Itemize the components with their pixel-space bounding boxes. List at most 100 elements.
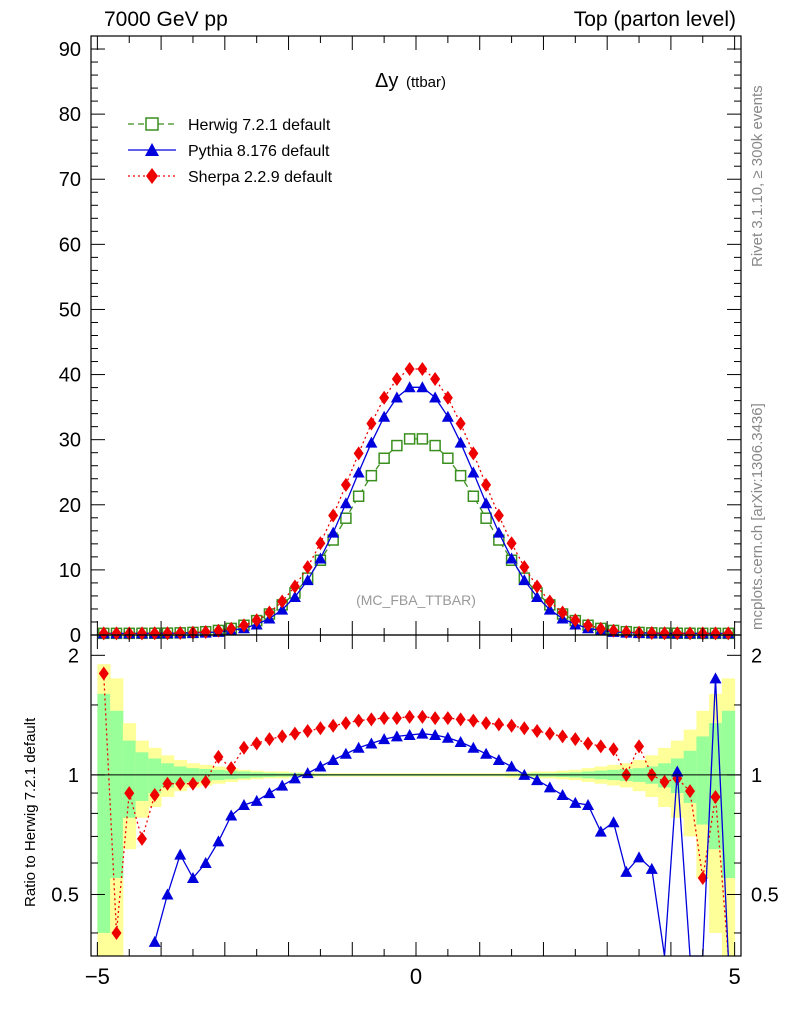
pythia-ratio-point [250, 794, 263, 806]
sherpa-ratio-point [213, 749, 224, 764]
herwig-point [429, 439, 441, 452]
sherpa-ratio-point [544, 726, 555, 741]
pythia-ratio-point [352, 741, 365, 753]
pythia-ratio-point [594, 825, 607, 837]
pythia-point [276, 603, 289, 615]
legend-marker-pythia [145, 143, 159, 156]
pythia-ratio-point [467, 741, 480, 753]
sherpa-point [328, 508, 339, 523]
sherpa-point [226, 621, 237, 636]
ratio-y-tick-label: 2 [68, 645, 79, 667]
sherpa-ratio-point [506, 718, 517, 733]
legend-marker-herwig [145, 117, 159, 131]
sherpa-ratio-point [226, 761, 237, 776]
pythia-ratio-point [492, 754, 505, 766]
pythia-ratio-point [148, 935, 161, 947]
sherpa-ratio-point [162, 776, 173, 791]
herwig-point [378, 452, 390, 464]
x-tick-label: −5 [85, 964, 110, 989]
main-y-tick-label: 20 [59, 495, 81, 517]
pythia-ratio-point [709, 672, 722, 684]
ratio-y-tick-label-right: 2 [751, 645, 762, 667]
legend: Herwig 7.2.1 default Pythia 8.176 default… [128, 117, 333, 186]
pythia-ratio-point [454, 736, 467, 748]
pythia-ratio-point [480, 747, 493, 759]
main-y-tick-label: 40 [59, 365, 81, 387]
sherpa-ratio-point [659, 774, 670, 789]
pythia-point [327, 526, 340, 538]
sherpa-ratio-point [685, 784, 696, 799]
sherpa-point [366, 416, 377, 431]
analysis-watermark: (MC_FBA_TTBAR) [356, 592, 476, 608]
ratio-y-tick-label-right: 0.5 [751, 884, 779, 906]
pythia-ratio-point [390, 730, 403, 742]
pythia-ratio-point [403, 729, 416, 741]
sherpa-point [672, 626, 683, 641]
pythia-ratio-point [582, 798, 595, 810]
sherpa-ratio-point [264, 732, 275, 747]
sherpa-ratio-line [103, 673, 729, 957]
herwig-point [340, 512, 352, 524]
sherpa-point [162, 626, 173, 641]
sherpa-ratio-point [481, 716, 492, 731]
pythia-ratio-point [543, 781, 556, 793]
herwig-point [352, 490, 365, 502]
pythia-point [390, 391, 403, 403]
pythia-point [480, 497, 493, 509]
pythia-ratio-point [237, 798, 250, 810]
sherpa-ratio-point [353, 713, 364, 728]
sherpa-ratio-point [583, 736, 594, 751]
sherpa-point [238, 618, 249, 633]
pythia-ratio-point [301, 767, 314, 779]
sherpa-ratio-point [289, 726, 300, 741]
x-tick-label: 0 [410, 964, 422, 989]
pythia-point [378, 410, 391, 422]
sherpa-ratio-point [557, 729, 568, 744]
ratio-layer [98, 666, 729, 957]
band-green-bin [122, 740, 137, 818]
sherpa-point [251, 613, 262, 628]
sherpa-point [302, 560, 313, 575]
sherpa-ratio-point [417, 709, 428, 724]
sherpa-ratio-point [697, 871, 708, 886]
pythia-point [352, 466, 365, 478]
legend-label-2: Sherpa 2.2.9 default [188, 169, 333, 186]
sherpa-ratio-point [302, 723, 313, 738]
sherpa-ratio-point [634, 739, 645, 754]
pythia-ratio-point [199, 857, 212, 869]
legend-marker-sherpa [146, 168, 158, 184]
pythia-point [505, 552, 518, 564]
herwig-point [480, 512, 492, 524]
sherpa-point [213, 623, 224, 638]
sherpa-point [481, 477, 492, 492]
sherpa-ratio-point [391, 711, 402, 726]
band-green-bin [135, 752, 149, 801]
main-y-tick-label: 0 [70, 625, 81, 647]
pythia-point [492, 526, 505, 538]
pythia-ratio-point [174, 848, 187, 860]
legend-label-1: Pythia 8.176 default [188, 143, 330, 160]
pythia-ratio-point [212, 835, 225, 847]
sherpa-ratio-point [710, 789, 721, 804]
pythia-ratio-point [314, 760, 327, 772]
pythia-ratio-point [186, 872, 199, 884]
sherpa-point [277, 594, 288, 609]
pythia-point [441, 410, 454, 422]
sherpa-point [646, 626, 657, 641]
pythia-point [518, 574, 531, 586]
sherpa-ratio-point [187, 776, 198, 791]
pythia-ratio-point [569, 796, 582, 808]
pythia-ratio-point [620, 865, 633, 877]
ratio-y-tick-label-right: 1 [751, 765, 762, 787]
sherpa-point [391, 371, 402, 386]
band-green-bin [148, 758, 162, 794]
sherpa-ratio-point [277, 729, 288, 744]
sherpa-ratio-point [315, 721, 326, 736]
sherpa-point [557, 605, 568, 620]
pythia-ratio-point [276, 779, 289, 791]
pythia-point [416, 381, 429, 393]
sherpa-ratio-point [455, 712, 466, 727]
sherpa-ratio-point [404, 709, 415, 724]
pythia-point [467, 466, 480, 478]
pythia-ratio-point [531, 774, 544, 786]
